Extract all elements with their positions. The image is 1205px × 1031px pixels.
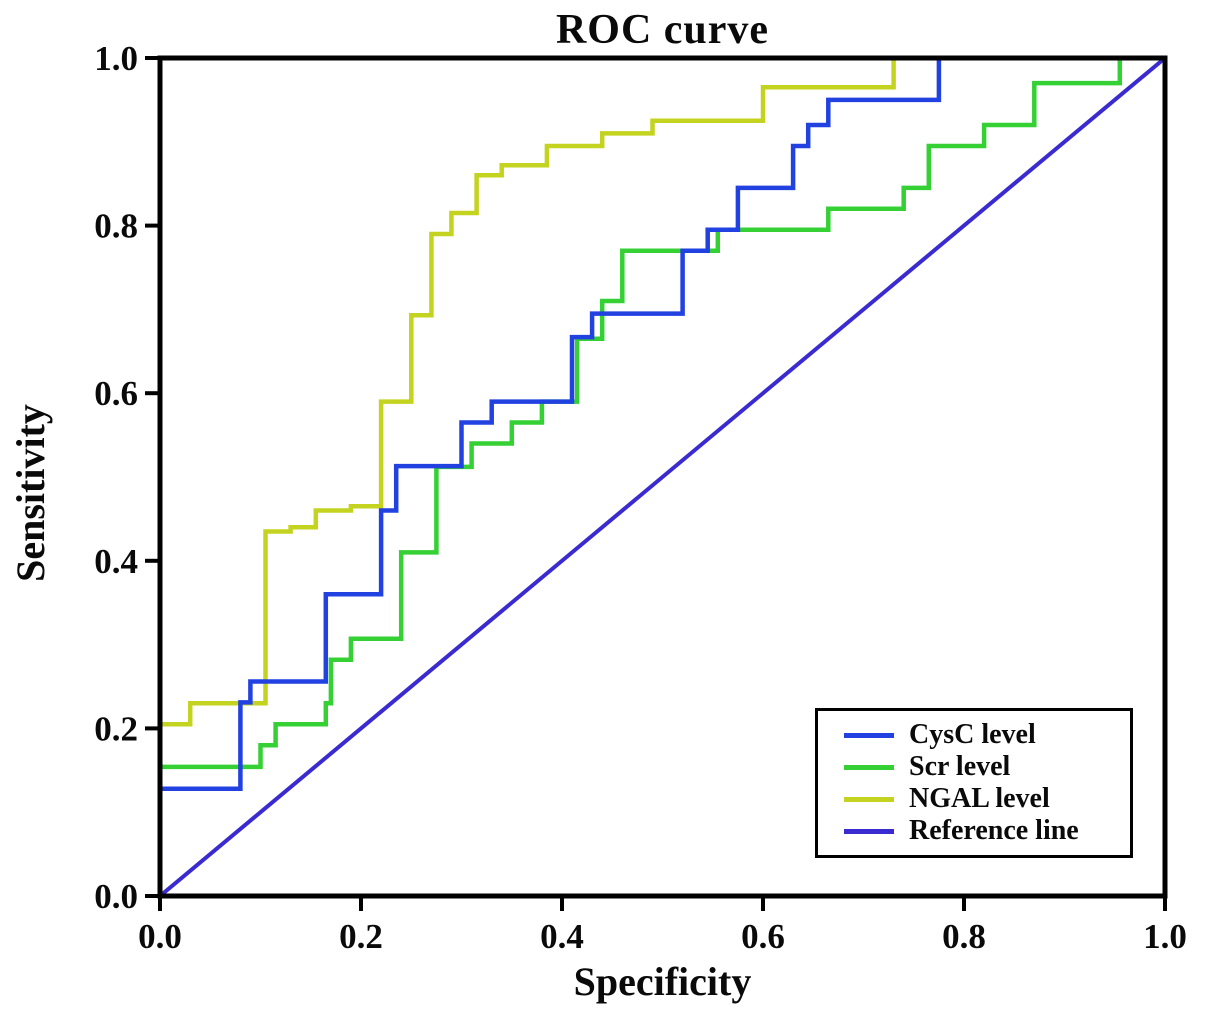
- chart-title: ROC curve: [555, 7, 770, 53]
- legend-label-reference: Reference line: [909, 815, 1079, 846]
- legend-label-cysc: CysC level: [909, 719, 1036, 750]
- legend-label-ngal: NGAL level: [909, 783, 1050, 814]
- x-axis-label: Specificity: [573, 959, 752, 1004]
- legend-swatch-cysc: [844, 732, 894, 738]
- legend-swatch-reference: [844, 828, 894, 834]
- legend-item-scr: Scr level: [818, 753, 1130, 781]
- series-cysc-level: [160, 55, 1165, 791]
- legend-item-reference: Reference line: [818, 817, 1130, 845]
- y-tick-label: 0.0: [94, 877, 138, 916]
- legend-label-scr: Scr level: [909, 751, 1011, 782]
- series-reference-line: [158, 56, 1167, 898]
- series-ngal-level: [160, 55, 1165, 727]
- legend: CysC level Scr level NGAL level Referenc…: [815, 708, 1133, 858]
- series-scr-level: [160, 55, 1165, 770]
- legend-swatch-scr: [844, 764, 894, 770]
- y-tick-label: 0.4: [94, 542, 138, 581]
- legend-swatch-ngal: [844, 796, 894, 802]
- y-tick-label: 0.6: [94, 374, 138, 413]
- legend-item-cysc: CysC level: [818, 721, 1130, 749]
- x-tick-label: 0.0: [138, 917, 182, 956]
- x-tick-label: 1.0: [1143, 917, 1187, 956]
- legend-item-ngal: NGAL level: [818, 785, 1130, 813]
- x-tick-label: 0.8: [942, 917, 986, 956]
- plot-border: [157, 55, 1168, 899]
- y-tick-label: 0.8: [94, 207, 138, 246]
- y-tick-label: 1.0: [94, 39, 138, 78]
- x-tick-label: 0.6: [741, 917, 785, 956]
- y-tick-label: 0.2: [94, 709, 138, 748]
- x-tick-label: 0.4: [540, 917, 584, 956]
- x-tick-label: 0.2: [339, 917, 383, 956]
